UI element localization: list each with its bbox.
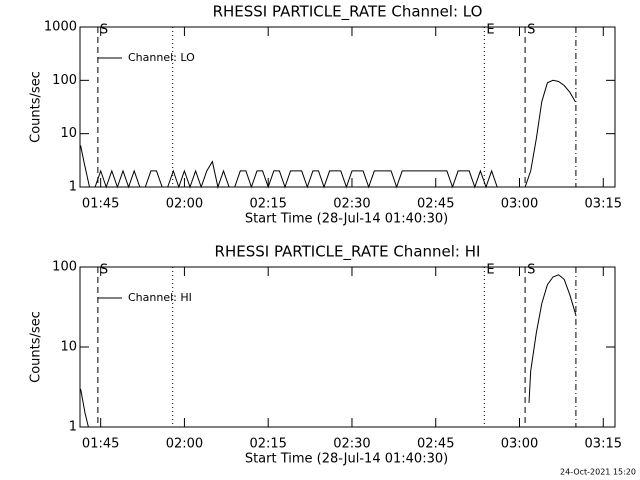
chart-title: RHESSI PARTICLE_RATE Channel: HI (215, 243, 481, 262)
data-line (80, 79, 576, 189)
x-tick-label: 01:45 (82, 197, 119, 212)
y-tick-label: 1000 (44, 20, 77, 35)
x-tick-label: 02:15 (249, 437, 286, 452)
y-tick-label: 10 (60, 126, 77, 141)
y-tick-label: 1 (69, 420, 77, 435)
y-tick-label: 10 (60, 340, 77, 355)
data-line (80, 388, 89, 428)
y-axis-title: Counts/sec (29, 311, 44, 383)
chart-title: RHESSI PARTICLE_RATE Channel: LO (213, 3, 483, 22)
flag-label: S (527, 23, 535, 38)
x-tick-label: 02:45 (417, 197, 454, 212)
y-tick-label: 100 (52, 260, 77, 275)
x-tick-label: 03:15 (585, 437, 622, 452)
data-line (528, 274, 577, 403)
y-tick-label: 100 (52, 73, 77, 88)
x-axis-title: Start Time (28-Jul-14 01:40:30) (245, 452, 448, 467)
x-axis-title: Start Time (28-Jul-14 01:40:30) (245, 212, 448, 227)
x-tick-label: 03:00 (501, 197, 538, 212)
flag-label: E (486, 23, 494, 38)
flag-label: S (527, 263, 535, 278)
plot-frame (79, 26, 616, 188)
plot-frame (79, 266, 616, 428)
legend-label: Channel: LO (128, 51, 195, 64)
flag-label: S (100, 263, 108, 278)
flag-label: E (486, 263, 494, 278)
x-tick-label: 02:15 (249, 197, 286, 212)
x-tick-label: 03:15 (585, 197, 622, 212)
footer: 24-Oct-2021 15:20 (560, 468, 636, 477)
x-tick-label: 02:30 (333, 197, 370, 212)
x-tick-label: 02:00 (166, 437, 203, 452)
flag-label: S (100, 23, 108, 38)
legend-label: Channel: HI (128, 291, 192, 304)
x-tick-label: 03:00 (501, 437, 538, 452)
y-tick-label: 1 (69, 180, 77, 195)
x-tick-label: 02:45 (417, 437, 454, 452)
x-tick-label: 01:45 (82, 437, 119, 452)
x-tick-label: 02:30 (333, 437, 370, 452)
x-tick-label: 02:00 (166, 197, 203, 212)
y-axis-title: Counts/sec (29, 71, 44, 143)
